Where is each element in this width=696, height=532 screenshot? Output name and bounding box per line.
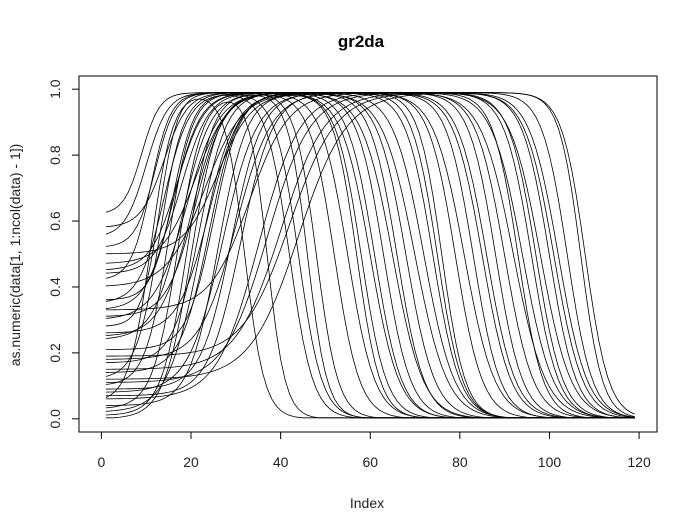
x-tick-label: 0 bbox=[98, 454, 106, 470]
y-tick-label: 0.4 bbox=[47, 277, 63, 297]
series-line bbox=[105, 92, 635, 418]
x-axis: 0 20 40 60 80 100 120 bbox=[98, 431, 651, 470]
x-tick-label: 120 bbox=[627, 454, 651, 470]
y-axis: 0.0 0.2 0.4 0.6 0.8 1.0 bbox=[47, 79, 80, 429]
x-axis-label: Index bbox=[350, 495, 384, 511]
series-line bbox=[105, 92, 635, 419]
x-tick-label: 80 bbox=[452, 454, 468, 470]
series-line bbox=[105, 92, 635, 419]
chart-title: gr2da bbox=[338, 32, 385, 51]
y-axis-label: as.numeric(data[1, 1:ncol(data) - 1]) bbox=[7, 144, 23, 367]
y-tick-label: 0.8 bbox=[47, 145, 63, 165]
series-group bbox=[105, 92, 635, 419]
series-line bbox=[105, 92, 635, 419]
series-line bbox=[105, 92, 635, 419]
x-tick-label: 20 bbox=[183, 454, 199, 470]
y-tick-label: 0.6 bbox=[47, 211, 63, 231]
series-line bbox=[105, 92, 635, 419]
y-tick-label: 0.0 bbox=[47, 409, 63, 429]
y-tick-label: 0.2 bbox=[47, 343, 63, 363]
x-tick-label: 60 bbox=[362, 454, 378, 470]
y-tick-label: 1.0 bbox=[47, 79, 63, 99]
series-line bbox=[105, 92, 635, 419]
x-tick-label: 100 bbox=[538, 454, 562, 470]
x-tick-label: 40 bbox=[273, 454, 289, 470]
series-line bbox=[105, 92, 635, 419]
